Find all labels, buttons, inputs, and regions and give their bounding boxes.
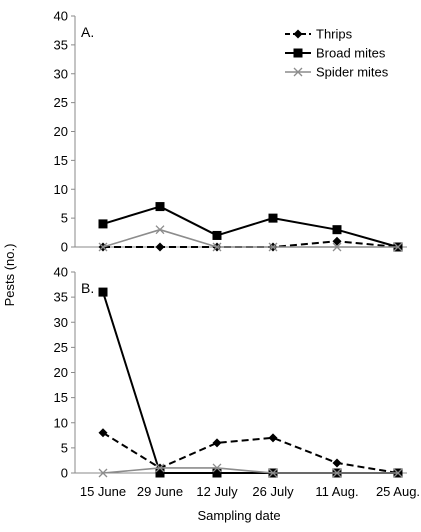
y-tick-label: 40 xyxy=(54,265,68,280)
legend-marker xyxy=(293,67,303,77)
x-tick-label: 26 July xyxy=(252,484,294,499)
series-line-thrips xyxy=(103,240,399,248)
y-tick-label: 15 xyxy=(54,390,68,405)
y-tick-label: 40 xyxy=(54,9,68,24)
data-point-broad-mites xyxy=(98,219,108,229)
x-tick-label: 25 Aug. xyxy=(376,484,420,499)
y-tick-label: 15 xyxy=(54,153,68,168)
y-tick-label: 10 xyxy=(54,182,68,197)
y-tick-label: 10 xyxy=(54,415,68,430)
data-point-broad-mites xyxy=(212,468,222,478)
y-tick-label: 30 xyxy=(54,66,68,81)
data-point-spider-mites xyxy=(212,242,222,252)
y-tick-label: 30 xyxy=(54,315,68,330)
y-tick-label: 25 xyxy=(54,95,68,110)
y-tick-label: 5 xyxy=(61,211,68,226)
data-point-broad-mites xyxy=(268,213,278,223)
legend-marker xyxy=(293,48,303,58)
y-tick-label: 0 xyxy=(61,466,68,481)
series-line-broad-mites xyxy=(102,205,399,248)
series-line-spider-mites xyxy=(102,467,398,474)
y-tick-label: 20 xyxy=(54,124,68,139)
data-point-thrips xyxy=(155,242,165,252)
y-tick-label: 20 xyxy=(54,365,68,380)
data-point-spider-mites xyxy=(332,468,342,478)
data-point-spider-mites xyxy=(332,242,342,252)
y-tick-label: 25 xyxy=(54,340,68,355)
panel-a: 0 5 10 15 20 25 30 35 40 A. xyxy=(54,9,407,255)
x-tick-labels: 15 June 29 June 12 July 26 July 11 Aug. 25 Au… xyxy=(80,484,420,499)
legend-label: Thrips xyxy=(316,27,353,42)
y-tick-label: 35 xyxy=(54,290,68,305)
data-point-broad-mites xyxy=(155,202,165,212)
data-point-thrips xyxy=(268,433,278,443)
panel-label: B. xyxy=(81,280,94,296)
data-point-thrips xyxy=(332,458,342,468)
series-line-broad-mites xyxy=(102,291,398,474)
data-point-spider-mites xyxy=(393,242,403,252)
x-axis-title: Sampling date xyxy=(197,508,280,523)
panel-b: 0 5 10 15 20 25 30 35 40 B. xyxy=(54,265,407,481)
data-point-spider-mites xyxy=(393,468,403,478)
panel-label: A. xyxy=(81,24,94,40)
series-line-thrips xyxy=(102,431,399,474)
data-point-spider-mites xyxy=(98,468,108,478)
x-tick-label: 29 June xyxy=(137,484,183,499)
y-tick-label: 35 xyxy=(54,37,68,52)
x-tick-label: 15 June xyxy=(80,484,126,499)
data-point-spider-mites xyxy=(155,225,165,235)
x-tick-label: 12 July xyxy=(196,484,238,499)
data-point-thrips xyxy=(98,428,108,438)
data-point-spider-mites xyxy=(155,463,165,473)
data-point-broad-mites xyxy=(332,225,342,235)
data-point-thrips xyxy=(332,236,342,246)
data-point-spider-mites xyxy=(268,468,278,478)
y-tick-label: 0 xyxy=(61,240,68,255)
y-tick-label: 5 xyxy=(61,440,68,455)
legend: Thrips Broad mites Spider mites xyxy=(285,27,389,80)
data-point-spider-mites xyxy=(212,463,222,473)
x-tick-label: 11 Aug. xyxy=(315,484,358,499)
data-point-broad-mites xyxy=(155,468,165,478)
data-point-broad-mites xyxy=(98,287,108,297)
legend-label: Broad mites xyxy=(316,46,386,61)
legend-marker xyxy=(293,29,303,39)
data-point-thrips xyxy=(212,438,222,448)
data-point-spider-mites xyxy=(268,242,278,252)
legend-label: Spider mites xyxy=(316,65,389,80)
data-point-broad-mites xyxy=(212,230,222,240)
series-line-spider-mites xyxy=(102,228,398,248)
y-axis-title: Pests (no.) xyxy=(2,244,17,307)
data-point-spider-mites xyxy=(98,242,108,252)
